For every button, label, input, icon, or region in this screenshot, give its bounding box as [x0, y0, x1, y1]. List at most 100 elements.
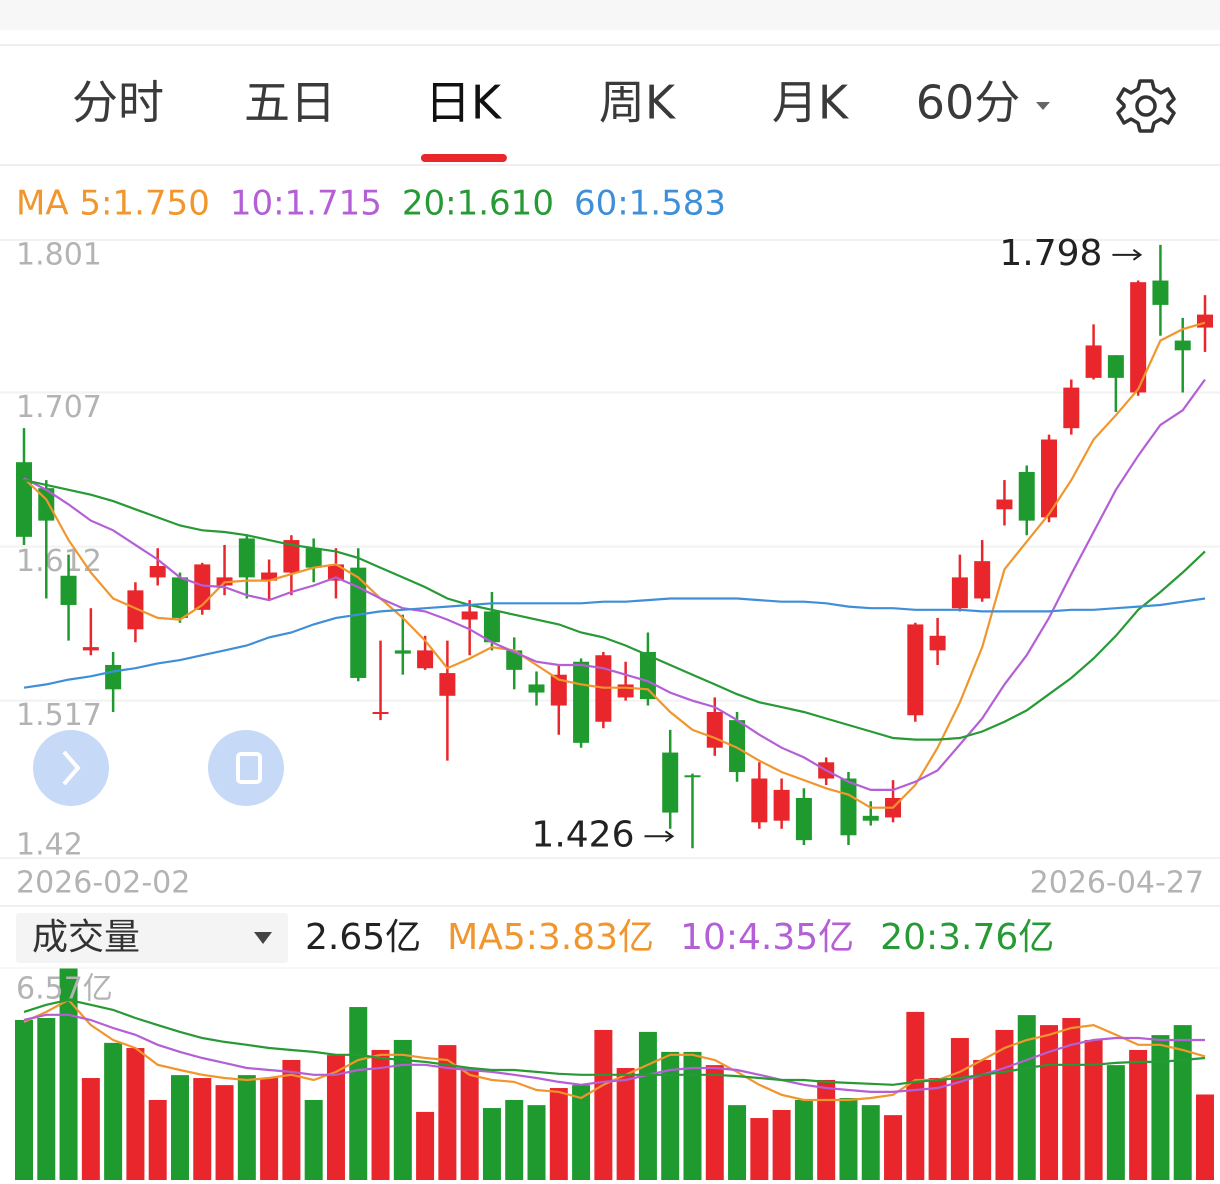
y-tick-label: 1.801 — [16, 238, 102, 273]
volume-bar — [638, 1031, 657, 1180]
volume-bar — [215, 1085, 234, 1180]
legend-item: 20:3.76亿 — [880, 917, 1054, 958]
expand-button[interactable] — [33, 730, 109, 806]
candle-body — [171, 577, 188, 618]
candle-body — [729, 720, 746, 773]
ma-line — [23, 998, 1206, 1102]
volume-bar — [884, 1115, 903, 1180]
x-tick-label: 2026-02-02 — [16, 866, 190, 901]
candle-body — [439, 673, 456, 696]
candle-body — [461, 611, 478, 620]
volume-bar — [1084, 1039, 1103, 1180]
volume-bar — [371, 1049, 390, 1180]
volume-bar — [37, 1018, 56, 1180]
volume-bar — [549, 1088, 568, 1180]
legend-item: 20:1.610 — [402, 184, 554, 224]
volume-bar — [1129, 1049, 1148, 1180]
gear-icon — [1116, 79, 1176, 133]
volume-bar — [460, 1068, 479, 1180]
candle-body — [639, 652, 656, 700]
volume-bar — [661, 1051, 680, 1180]
candle-body — [550, 674, 567, 706]
volume-bar — [282, 1059, 301, 1180]
volume-bar — [1040, 1025, 1059, 1180]
candle-body — [394, 650, 411, 654]
volume-bar — [237, 1075, 256, 1180]
volume-bar — [794, 1099, 813, 1180]
candle-body — [105, 664, 122, 690]
candle-body — [1174, 340, 1191, 351]
volume-bar — [906, 1011, 925, 1180]
volume-bar — [527, 1105, 546, 1180]
ma-line — [23, 378, 1206, 791]
candle-body — [149, 566, 166, 578]
tab[interactable]: 五日 — [244, 76, 336, 130]
volume-bar — [1151, 1035, 1170, 1180]
reset-icon — [236, 752, 262, 784]
volume-bar — [728, 1105, 747, 1180]
current-volume: 2.65亿 — [305, 917, 421, 958]
candle-body — [1107, 355, 1124, 378]
tab[interactable]: 日K — [425, 76, 503, 130]
volume-bar — [349, 1007, 368, 1180]
volume-bar — [59, 968, 78, 1180]
annotation-arrowhead — [1132, 249, 1143, 261]
tab[interactable]: 60分 — [916, 76, 1021, 130]
volume-bar — [260, 1078, 279, 1180]
tab[interactable]: 月K — [772, 76, 850, 130]
tab[interactable]: 周K — [599, 76, 677, 130]
candle-body — [1130, 282, 1147, 393]
volume-bar — [438, 1045, 457, 1180]
ma-line — [23, 597, 1206, 689]
tab[interactable]: 分时 — [72, 76, 164, 130]
ma-line — [23, 998, 1206, 1086]
legend-item: 60:1.583 — [574, 184, 726, 224]
volume-bar — [1173, 1025, 1192, 1180]
volume-bar — [772, 1109, 791, 1180]
candle-body — [1085, 345, 1102, 378]
candle-body — [283, 540, 300, 573]
legend-item: 10:4.35亿 — [680, 917, 854, 958]
candle-body — [483, 611, 500, 643]
status-band — [0, 0, 1220, 30]
volume-bar — [683, 1051, 702, 1180]
select-caret — [254, 932, 272, 944]
volume-bar — [393, 1039, 412, 1180]
y-tick-label: 1.517 — [16, 698, 102, 733]
candle-body — [862, 815, 879, 821]
annotation-arrowhead — [664, 830, 675, 843]
volume-bar — [170, 1075, 189, 1180]
annotation-label: 1.798 — [999, 233, 1102, 274]
annotation-label: 1.426 — [531, 814, 634, 855]
candle-body — [1018, 471, 1035, 521]
volume-bar — [326, 1055, 345, 1180]
volume-bar — [1196, 1094, 1214, 1180]
candle-body — [617, 684, 634, 698]
volume-bar — [126, 1048, 145, 1180]
legend-item: 10:1.715 — [230, 184, 382, 224]
candle-body — [840, 778, 857, 836]
candle-body — [996, 499, 1013, 510]
float-buttons — [33, 730, 284, 806]
candle-body — [706, 712, 723, 748]
volume-bar — [594, 1029, 613, 1180]
volume-bar — [148, 1099, 167, 1180]
indicator-select[interactable] — [16, 913, 288, 963]
volume-bar — [81, 1078, 100, 1180]
candle-body — [662, 752, 679, 813]
candle-body — [194, 564, 211, 610]
volume-bar — [482, 1108, 501, 1180]
settings-button[interactable] — [1116, 79, 1176, 133]
ma-line — [23, 479, 1206, 741]
candle-body — [506, 650, 523, 670]
volume-bar — [750, 1118, 769, 1180]
candle-body — [417, 650, 434, 669]
volume-bar — [817, 1079, 836, 1180]
volume-bar — [193, 1078, 212, 1180]
candle-body — [16, 462, 32, 537]
candle-body — [327, 564, 344, 581]
volume-bar — [416, 1111, 435, 1180]
reset-button[interactable] — [208, 730, 284, 806]
volume-bar — [839, 1098, 858, 1180]
